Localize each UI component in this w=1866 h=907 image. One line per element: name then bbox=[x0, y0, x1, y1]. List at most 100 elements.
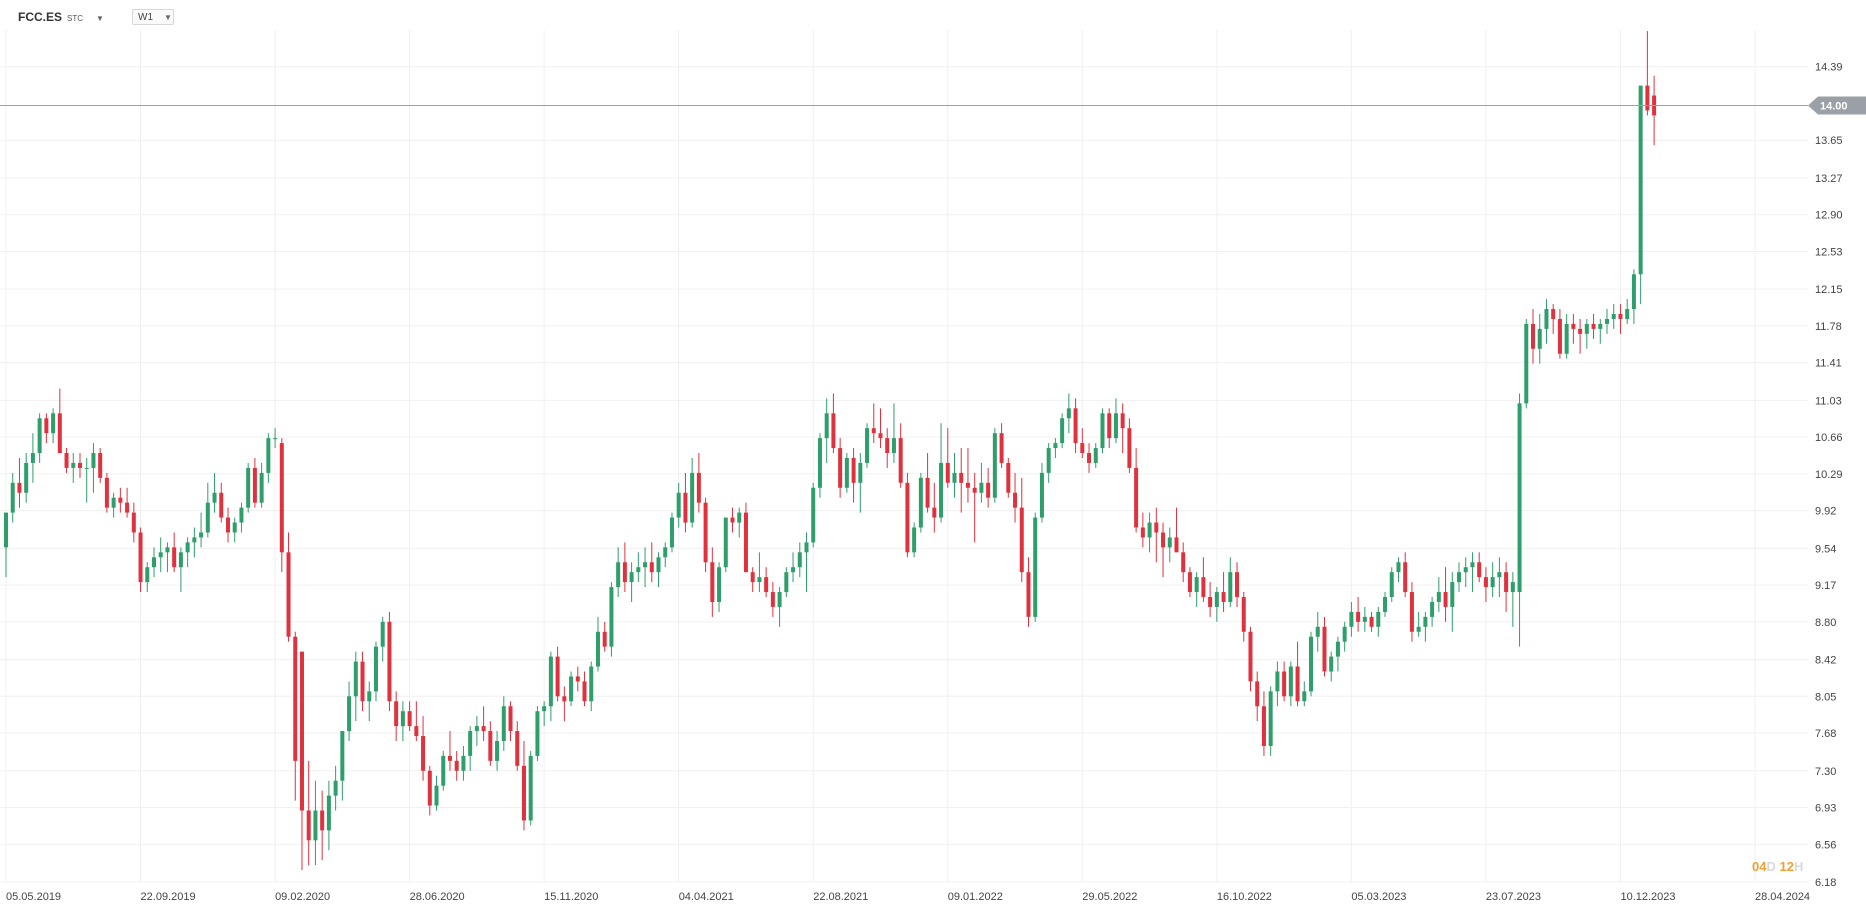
candle-body bbox=[1087, 453, 1092, 463]
candle bbox=[804, 532, 809, 593]
candle bbox=[1490, 562, 1495, 598]
candle-body bbox=[1235, 572, 1240, 598]
candle-body bbox=[501, 706, 506, 741]
candle bbox=[98, 448, 103, 483]
candle bbox=[1039, 462, 1044, 523]
candle-body bbox=[589, 666, 594, 702]
candle-body bbox=[1066, 408, 1071, 419]
candle bbox=[838, 438, 843, 498]
candle-body bbox=[629, 572, 634, 583]
candle bbox=[353, 651, 358, 722]
candle bbox=[212, 472, 217, 513]
candle bbox=[434, 775, 439, 811]
candle bbox=[1275, 661, 1280, 707]
y-tick-label: 8.42 bbox=[1815, 655, 1836, 667]
timeframe-label: W1 bbox=[138, 11, 153, 23]
candle-body bbox=[831, 413, 836, 449]
candle bbox=[1584, 318, 1589, 349]
candle-body bbox=[797, 552, 802, 568]
candle bbox=[421, 716, 426, 781]
candle-body bbox=[320, 810, 325, 831]
candle bbox=[313, 780, 318, 866]
candle-body bbox=[643, 562, 648, 568]
candle-body bbox=[57, 413, 62, 454]
candle bbox=[1147, 512, 1152, 553]
candle bbox=[1430, 597, 1435, 627]
candle bbox=[858, 453, 863, 513]
candle bbox=[1295, 641, 1300, 707]
candle bbox=[629, 562, 634, 602]
candle bbox=[1591, 314, 1596, 339]
x-tick-label: 22.09.2019 bbox=[141, 891, 196, 903]
candle-body bbox=[1208, 597, 1213, 607]
candle bbox=[817, 433, 822, 498]
candle-body bbox=[1423, 616, 1428, 627]
candle bbox=[407, 701, 412, 732]
candle-body bbox=[1221, 592, 1226, 602]
candle bbox=[1261, 691, 1266, 756]
candle-body bbox=[441, 755, 446, 786]
y-tick-label: 7.30 bbox=[1815, 766, 1836, 778]
y-tick-label: 6.18 bbox=[1815, 877, 1836, 889]
candle-body bbox=[535, 711, 540, 756]
candle-body bbox=[30, 453, 35, 463]
symbol-selector[interactable]: FCC.ES STC ▼ bbox=[18, 10, 104, 24]
candle-body bbox=[986, 482, 991, 498]
y-tick-label: 9.54 bbox=[1815, 543, 1836, 555]
candle-body bbox=[1416, 626, 1421, 632]
candle-body bbox=[51, 413, 56, 434]
candle bbox=[1611, 304, 1616, 329]
candle-body bbox=[454, 760, 459, 771]
candle-body bbox=[508, 706, 513, 732]
candle bbox=[481, 706, 486, 741]
candle-body bbox=[521, 765, 526, 821]
candle-body bbox=[1228, 572, 1233, 602]
candle-body bbox=[925, 477, 930, 508]
candle bbox=[24, 453, 29, 503]
candle-body bbox=[44, 418, 49, 434]
candle bbox=[239, 502, 244, 533]
candle bbox=[1389, 567, 1394, 602]
candle-body bbox=[1093, 448, 1098, 463]
candle bbox=[1181, 542, 1186, 583]
candle-body bbox=[1457, 572, 1462, 583]
candle-body bbox=[1497, 572, 1502, 578]
candle bbox=[266, 433, 271, 483]
timeframe-selector[interactable]: W1 ▼ bbox=[132, 9, 174, 25]
candle bbox=[636, 552, 641, 583]
candle-body bbox=[1396, 562, 1401, 573]
candle bbox=[1551, 304, 1556, 334]
candle-body bbox=[575, 676, 580, 682]
candle bbox=[515, 721, 520, 771]
candle bbox=[824, 398, 829, 463]
x-tick-label: 10.12.2023 bbox=[1620, 891, 1675, 903]
candle-body bbox=[979, 482, 984, 493]
candle-body bbox=[1598, 323, 1603, 329]
candle bbox=[205, 482, 210, 538]
candle bbox=[125, 487, 130, 518]
candle bbox=[743, 502, 748, 573]
candle-body bbox=[286, 552, 291, 637]
candle-body bbox=[1026, 572, 1031, 617]
candle-body bbox=[582, 681, 587, 702]
candle-body bbox=[299, 651, 304, 811]
candle bbox=[683, 472, 688, 533]
candle bbox=[784, 567, 789, 598]
candle-body bbox=[784, 572, 789, 593]
candle bbox=[1335, 636, 1340, 672]
candle-body bbox=[373, 646, 378, 692]
x-tick-label: 16.10.2022 bbox=[1217, 891, 1272, 903]
candle-body bbox=[824, 413, 829, 439]
candle bbox=[1248, 626, 1253, 692]
candle bbox=[710, 547, 715, 617]
candle-body bbox=[952, 472, 957, 483]
candle bbox=[131, 502, 136, 543]
candle bbox=[37, 413, 42, 463]
candle bbox=[643, 547, 648, 588]
y-tick-label: 11.03 bbox=[1815, 395, 1842, 407]
candle-body bbox=[1181, 552, 1186, 573]
time-axis: 05.05.2019 22.09.2019 09.02.2020 28.06.2020… bbox=[6, 891, 1810, 903]
candle-body bbox=[871, 428, 876, 434]
candle bbox=[1605, 309, 1610, 334]
